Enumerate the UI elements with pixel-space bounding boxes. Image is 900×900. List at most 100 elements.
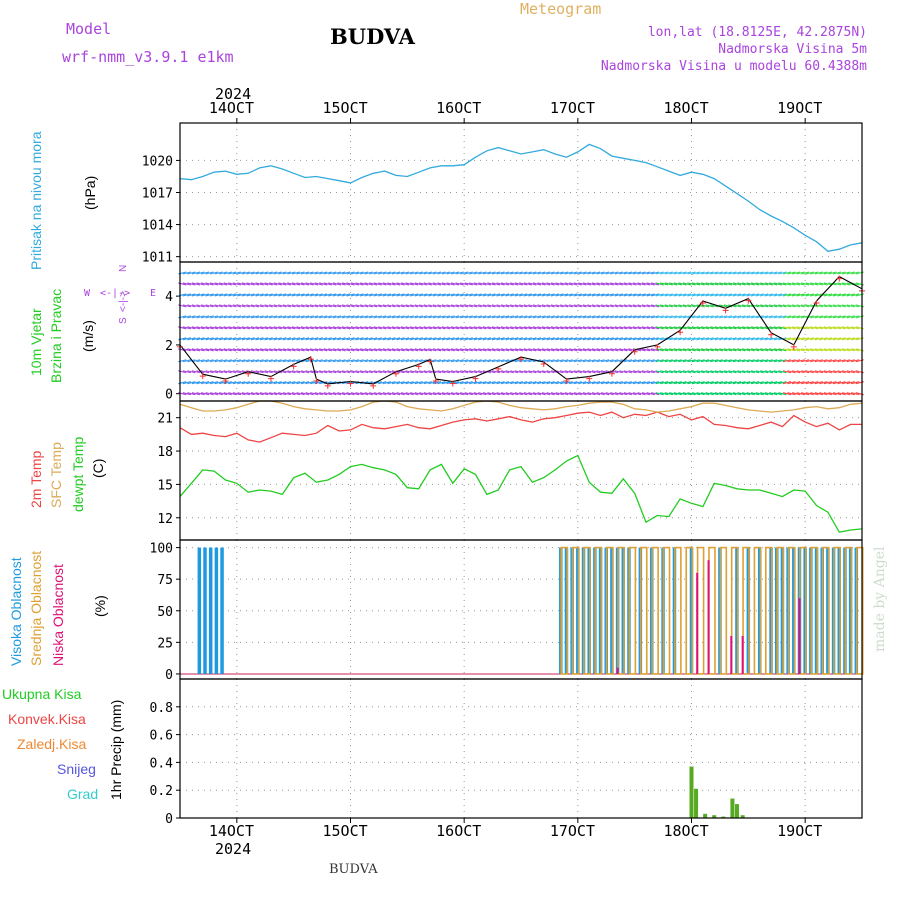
wind-barb <box>823 315 833 319</box>
wind-barb <box>555 359 564 363</box>
wind-barb <box>346 359 355 363</box>
wind-barb <box>291 282 301 286</box>
wind-barb <box>405 282 414 286</box>
wind-barb <box>823 326 833 330</box>
bottom-time-label: 16OCT <box>436 822 482 840</box>
wind-barb <box>387 381 396 385</box>
wind-barb <box>523 304 532 308</box>
wind-barb <box>623 359 632 363</box>
wind-barb <box>801 304 810 308</box>
wind-barb <box>669 293 678 297</box>
wind-barb <box>287 381 296 385</box>
wind-barb <box>841 348 851 352</box>
wind-barb <box>187 315 196 319</box>
wind-barb <box>828 293 837 297</box>
wind-barb <box>514 315 523 319</box>
wind-gust-marker <box>495 365 502 372</box>
wind-barb <box>473 359 482 363</box>
wind-barb <box>382 337 392 341</box>
wind-barb <box>710 326 719 330</box>
wind-barb <box>423 304 432 308</box>
wind-barb <box>701 359 710 363</box>
wind-barb <box>801 392 810 396</box>
wind-barb <box>578 359 587 363</box>
bottom-time-label: 18OCT <box>663 822 709 840</box>
wind-barb <box>473 392 482 396</box>
wind-barb <box>660 359 669 363</box>
wind-barb <box>728 271 737 275</box>
mid-cloud-bar <box>651 546 659 675</box>
wind-barb <box>328 348 337 352</box>
wind-barb <box>691 370 701 374</box>
wind-barb <box>778 304 787 308</box>
wind-barb <box>796 348 805 352</box>
wind-barb <box>660 348 669 352</box>
wind-barb <box>660 293 669 297</box>
wind-barb <box>400 315 410 319</box>
wind-barb <box>841 326 851 330</box>
wind-barb <box>846 337 855 341</box>
wind-barb <box>423 326 432 330</box>
wind-barb <box>560 392 569 396</box>
wind-barb <box>610 326 619 330</box>
wind-barb <box>396 293 405 297</box>
wind-barb <box>787 282 796 286</box>
wind-barb <box>528 326 537 330</box>
wind-barb <box>237 304 246 308</box>
low-cloud-bar <box>616 667 619 674</box>
wind-barb <box>332 293 341 297</box>
wind-barb <box>191 326 201 330</box>
wind-barb <box>805 293 814 297</box>
wind-barb <box>510 370 519 374</box>
wind-barb <box>460 326 469 330</box>
wind-barb <box>751 392 760 396</box>
wind-barb <box>432 315 442 319</box>
wind-barb <box>273 392 282 396</box>
wind-barb <box>396 304 405 308</box>
wind-barb <box>823 271 833 275</box>
panel-frame <box>179 678 863 819</box>
wind-barb <box>396 381 405 385</box>
wind-barb <box>696 348 705 352</box>
mid-cloud-bar <box>742 546 750 675</box>
wind-barb <box>751 282 760 286</box>
wind-barb <box>646 370 655 374</box>
wind-barb <box>696 392 705 396</box>
wind-barb <box>819 315 828 319</box>
wind-barb <box>523 282 532 286</box>
wind-barb <box>737 337 746 341</box>
wind-barb <box>687 293 696 297</box>
wind-barb <box>764 315 773 319</box>
wind-barb <box>714 315 723 319</box>
wind-barb <box>296 271 305 275</box>
wind-barb <box>428 348 437 352</box>
wind-barb <box>669 315 678 319</box>
wind-barb <box>755 326 764 330</box>
wind-barb <box>273 271 282 275</box>
wind-barb <box>773 282 783 286</box>
wind-barb <box>323 381 332 385</box>
wind-barb <box>464 315 473 319</box>
wind-barb <box>746 282 755 286</box>
wind-barb <box>664 282 673 286</box>
wind-barb <box>810 315 819 319</box>
wind-barb <box>423 271 432 275</box>
wind-barb <box>600 337 610 341</box>
wind-barb <box>719 326 728 330</box>
wind-barb <box>673 348 682 352</box>
wind-barb <box>278 381 287 385</box>
wind-barb <box>382 392 392 396</box>
wind-barb <box>291 381 301 385</box>
wind-barb <box>691 337 701 341</box>
wind-barb <box>255 326 264 330</box>
wind-barb <box>510 271 519 275</box>
wind-barb <box>432 326 442 330</box>
wind-gust-marker <box>677 329 684 336</box>
mid-cloud-bar <box>719 546 728 675</box>
wind-barb <box>837 370 846 374</box>
wind-barb <box>537 381 546 385</box>
wind-barb <box>810 392 819 396</box>
wind-barb <box>851 381 860 385</box>
wind-barb <box>682 359 692 363</box>
wind-barb <box>541 315 551 319</box>
